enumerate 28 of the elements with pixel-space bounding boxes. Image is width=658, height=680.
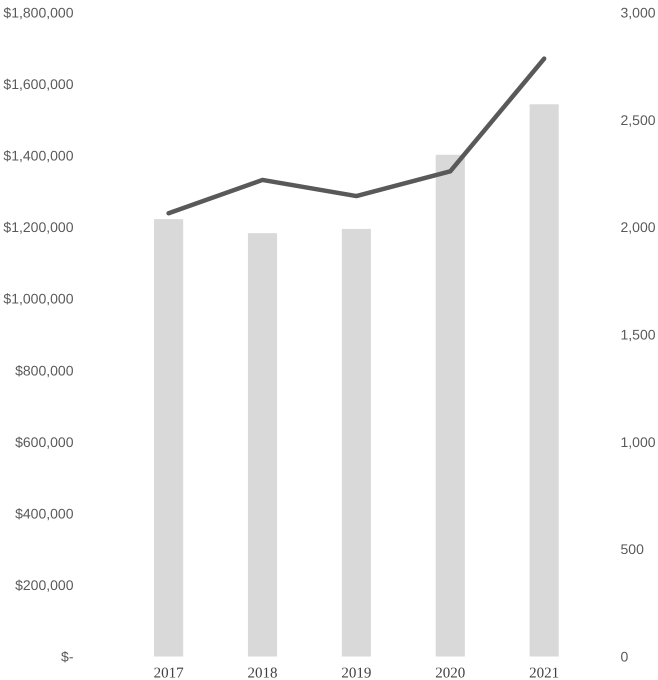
- x-tick-label: 2020: [435, 666, 466, 680]
- bar: [342, 228, 371, 656]
- x-tick-label: 2017: [154, 666, 184, 680]
- line-series: [166, 56, 546, 216]
- y2-tick-label: 2,000: [620, 219, 656, 236]
- y-tick-label: $1,800,000: [3, 4, 74, 20]
- y-tick-label: $1,600,000: [3, 76, 74, 92]
- x-tick-label: 2018: [248, 666, 278, 680]
- y2-tick-label: 1,500: [620, 326, 656, 342]
- y-tick-label: $1,400,000: [3, 148, 74, 164]
- bar: [436, 154, 465, 656]
- y-tick-label: $1,200,000: [3, 219, 74, 236]
- y2-tick-label: 500: [620, 541, 644, 558]
- y2-tick-label: 3,000: [620, 4, 656, 20]
- y-tick-label: $400,000: [15, 505, 74, 522]
- y-tick-label: $200,000: [15, 576, 74, 593]
- y-tick-label: $-: [61, 648, 74, 664]
- y2-tick-label: 0: [620, 648, 628, 664]
- y-tick-label: $600,000: [15, 434, 74, 450]
- y2-tick-label: 2,500: [620, 112, 656, 128]
- bar: [530, 104, 559, 656]
- bar: [154, 219, 184, 656]
- y2-tick-label: 1,000: [620, 434, 656, 450]
- x-tick-label: 2019: [341, 666, 372, 680]
- y-tick-label: $1,000,000: [3, 290, 74, 307]
- y-tick-label: $800,000: [15, 362, 74, 378]
- x-tick-label: 2021: [529, 666, 560, 680]
- bar: [248, 233, 278, 656]
